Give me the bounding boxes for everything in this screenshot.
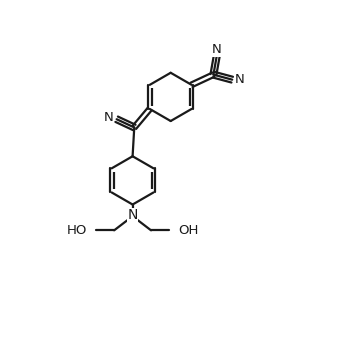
Text: N: N [212,43,222,56]
Text: N: N [104,111,114,124]
Text: N: N [235,73,244,86]
Text: OH: OH [178,224,198,237]
Text: HO: HO [67,224,87,237]
Text: N: N [127,208,138,222]
